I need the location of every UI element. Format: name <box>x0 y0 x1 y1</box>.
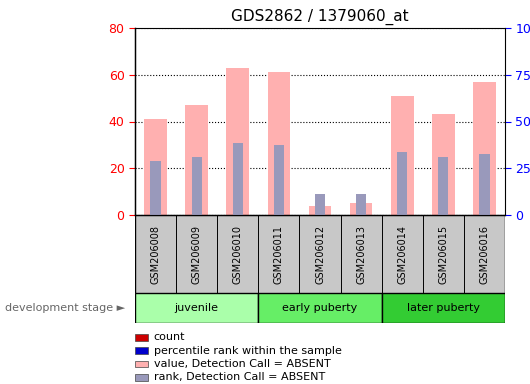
Text: juvenile: juvenile <box>175 303 219 313</box>
Bar <box>350 203 373 215</box>
Text: GSM206008: GSM206008 <box>151 225 161 283</box>
FancyBboxPatch shape <box>258 293 382 323</box>
FancyBboxPatch shape <box>135 293 258 323</box>
Text: rank, Detection Call = ABSENT: rank, Detection Call = ABSENT <box>154 372 325 382</box>
Text: GSM206016: GSM206016 <box>480 225 489 283</box>
Bar <box>479 154 490 215</box>
Bar <box>268 73 290 215</box>
Text: GSM206011: GSM206011 <box>274 225 284 283</box>
Bar <box>191 157 202 215</box>
Text: GSM206013: GSM206013 <box>356 225 366 283</box>
Text: GSM206014: GSM206014 <box>397 225 407 283</box>
Bar <box>226 68 249 215</box>
Bar <box>151 161 161 215</box>
Bar <box>432 114 455 215</box>
Bar <box>315 194 325 215</box>
Bar <box>135 374 148 381</box>
Bar <box>135 361 148 367</box>
Text: early puberty: early puberty <box>282 303 358 313</box>
Text: GSM206015: GSM206015 <box>438 224 448 283</box>
Bar <box>135 348 148 354</box>
Bar <box>356 194 366 215</box>
Text: percentile rank within the sample: percentile rank within the sample <box>154 346 341 356</box>
Text: later puberty: later puberty <box>407 303 480 313</box>
Bar <box>274 145 284 215</box>
Text: GSM206010: GSM206010 <box>233 225 243 283</box>
FancyBboxPatch shape <box>135 215 505 293</box>
Text: development stage ►: development stage ► <box>5 303 125 313</box>
Bar <box>308 206 331 215</box>
Bar <box>135 334 148 341</box>
Bar <box>473 82 496 215</box>
Bar <box>144 119 167 215</box>
Title: GDS2862 / 1379060_at: GDS2862 / 1379060_at <box>231 9 409 25</box>
Bar <box>391 96 413 215</box>
FancyBboxPatch shape <box>382 293 505 323</box>
Bar <box>438 157 448 215</box>
Text: value, Detection Call = ABSENT: value, Detection Call = ABSENT <box>154 359 330 369</box>
Text: count: count <box>154 332 185 343</box>
Text: GSM206012: GSM206012 <box>315 224 325 283</box>
Bar <box>233 142 243 215</box>
Bar <box>186 105 208 215</box>
Bar <box>397 152 408 215</box>
Text: GSM206009: GSM206009 <box>192 225 202 283</box>
